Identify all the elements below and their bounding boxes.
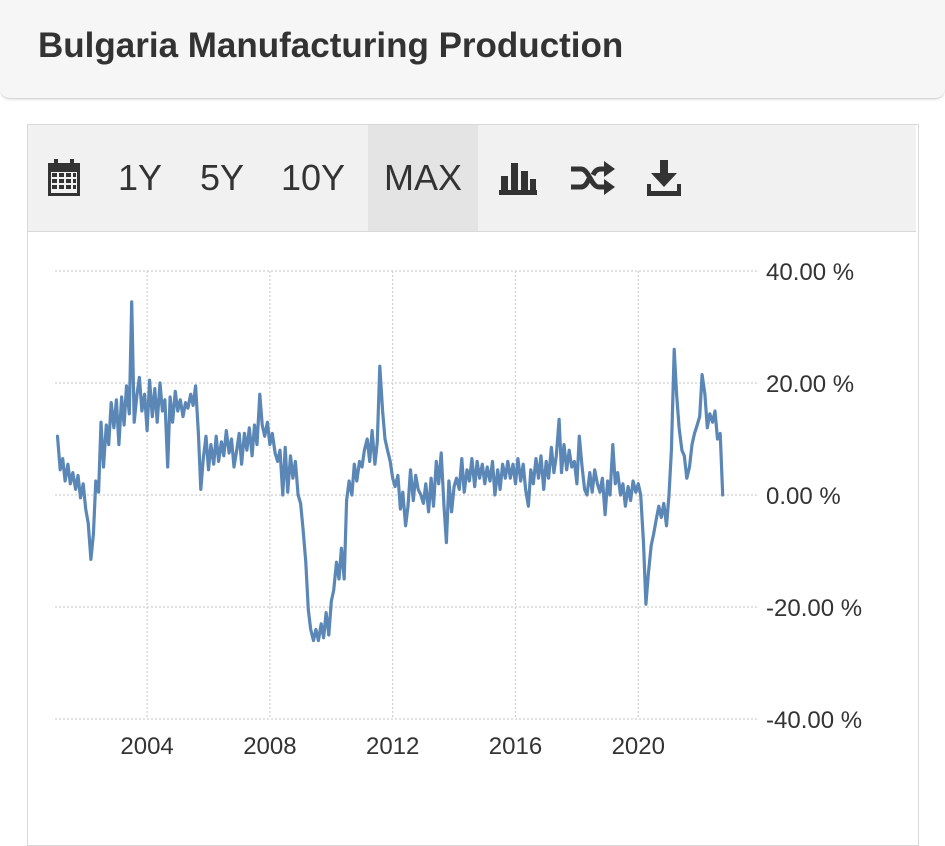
y-tick-label: 0.00 % xyxy=(766,483,841,510)
y-tick-label: 40.00 % xyxy=(766,259,854,286)
x-tick-label: 2020 xyxy=(612,733,665,760)
calendar-icon[interactable] xyxy=(40,125,88,231)
range-max-button[interactable]: MAX xyxy=(368,125,478,231)
x-tick-label: 2008 xyxy=(243,733,296,760)
range-5y-button[interactable]: 5Y xyxy=(199,157,245,198)
range-1y-button[interactable]: 1Y xyxy=(117,157,163,198)
chart-toolbar: 1Y 5Y 10Y MAX xyxy=(28,125,916,232)
bar-chart-icon[interactable] xyxy=(494,125,542,231)
series-line xyxy=(55,300,725,643)
x-tick-label: 2012 xyxy=(366,733,419,760)
y-tick-label: -20.00 % xyxy=(766,595,862,622)
x-tick-label: 2016 xyxy=(489,733,542,760)
header-bar: Bulgaria Manufacturing Production xyxy=(0,0,945,99)
y-tick-label: 20.00 % xyxy=(766,371,854,398)
page-title: Bulgaria Manufacturing Production xyxy=(38,26,624,65)
download-icon[interactable] xyxy=(640,125,688,231)
x-tick-label: 2004 xyxy=(120,733,173,760)
range-10y-button[interactable]: 10Y xyxy=(280,157,346,198)
y-tick-label: -40.00 % xyxy=(766,707,862,734)
shuffle-icon[interactable] xyxy=(564,125,620,231)
